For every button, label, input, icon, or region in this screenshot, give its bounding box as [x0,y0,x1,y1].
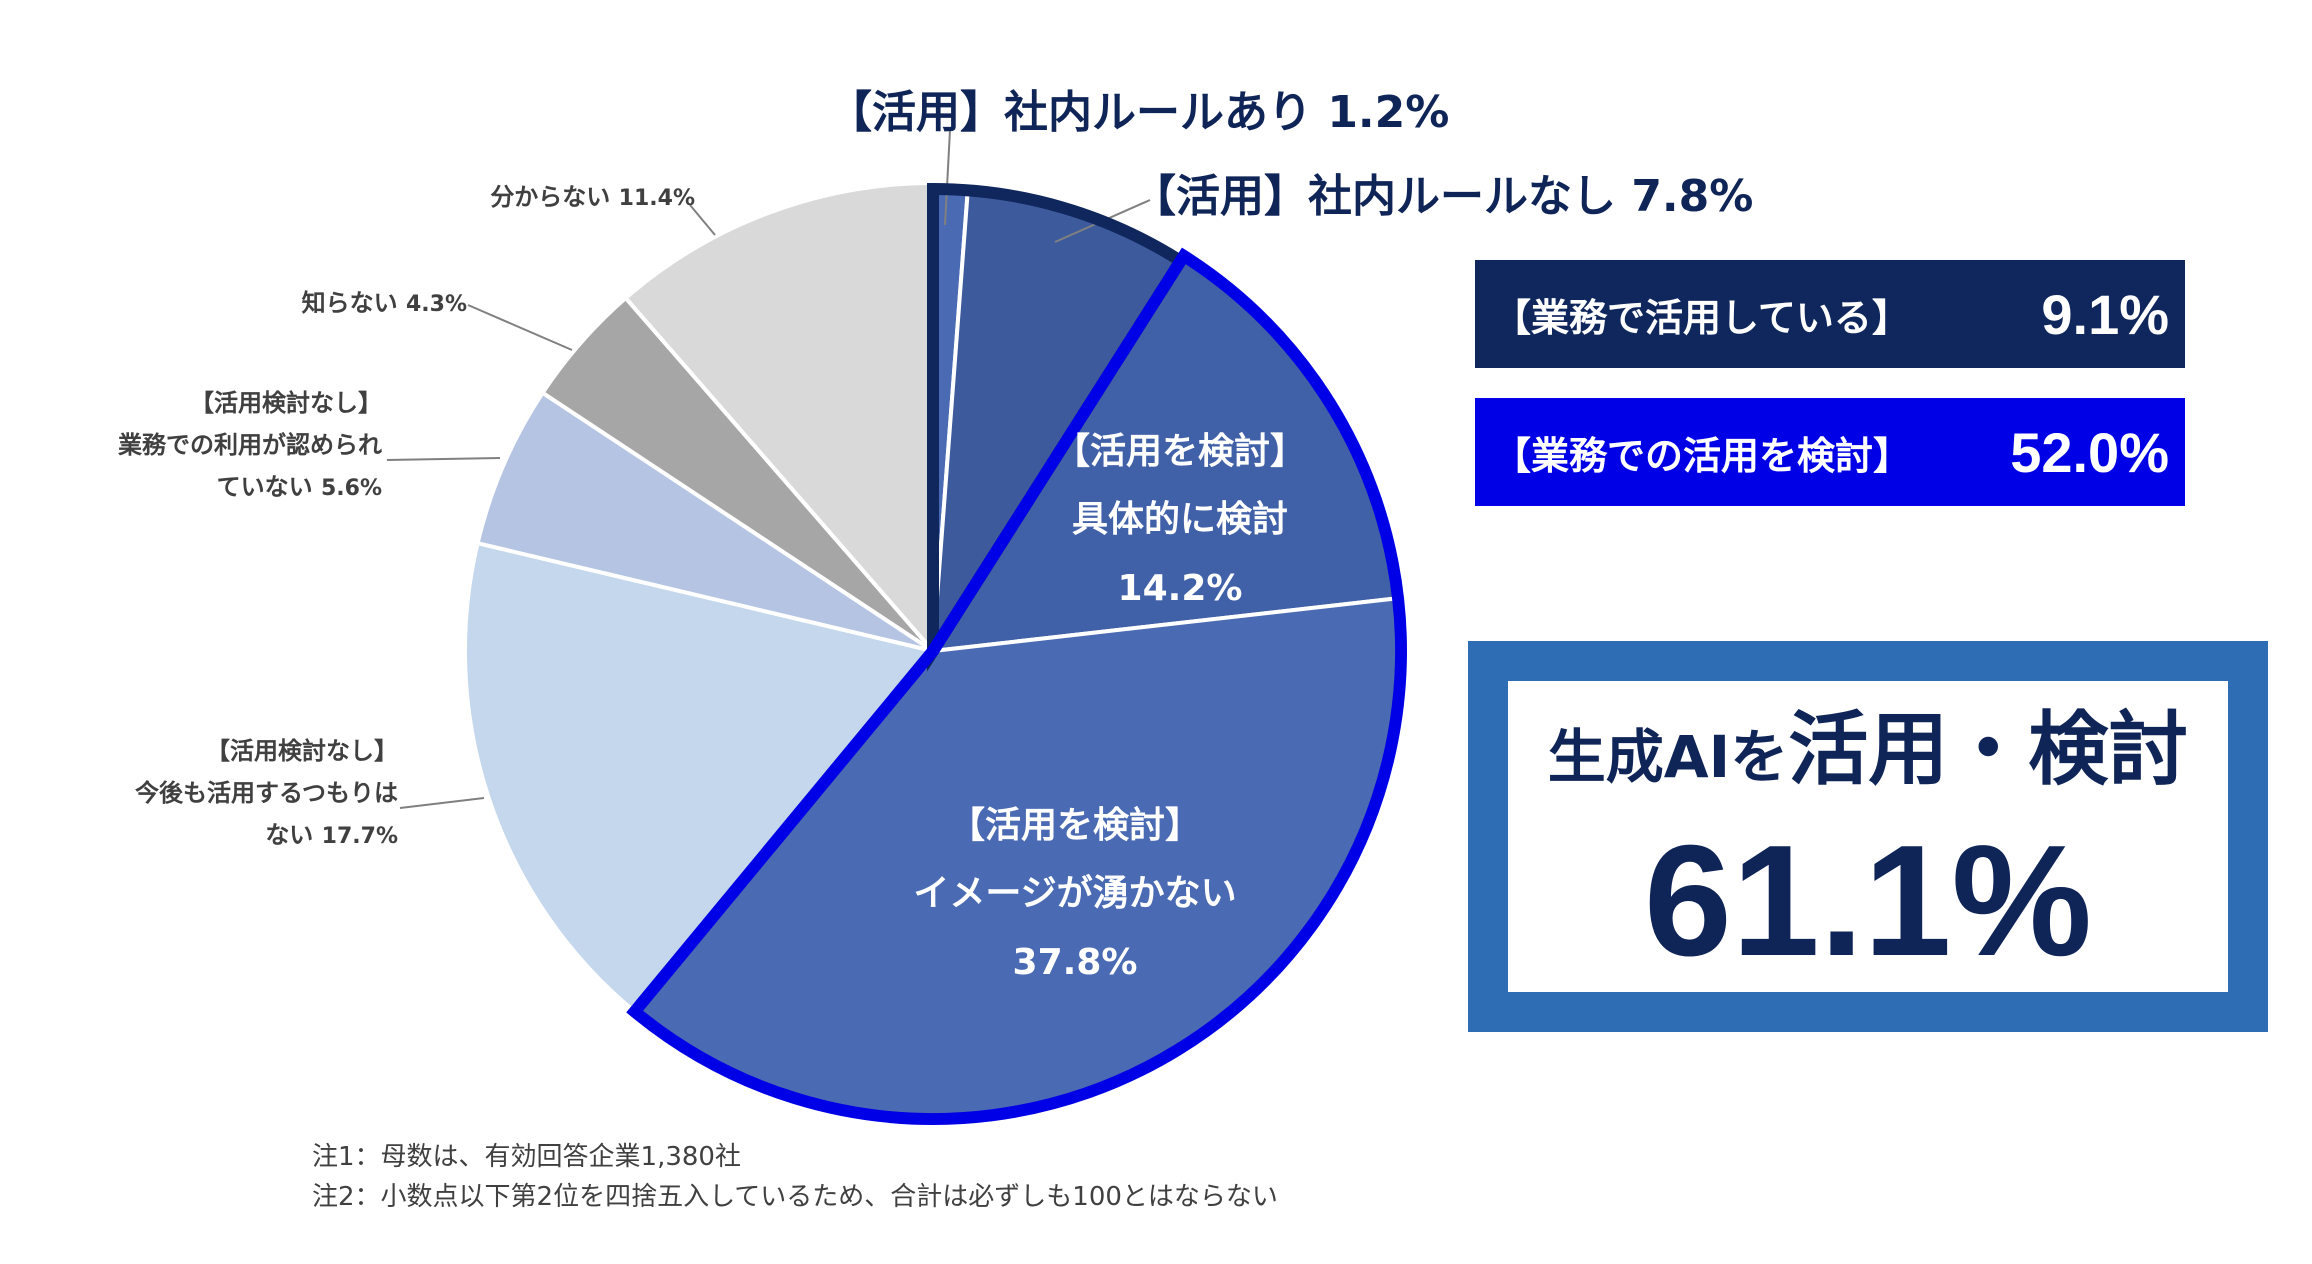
label-specific-line1: 【活用を検討】 [1053,431,1307,472]
label-rule-yes: 【活用】社内ルールあり 1.2% [828,87,1450,138]
leader-line-not-allowed [386,457,501,461]
label-not-allowed-line1: 【活用検討なし】 [190,389,382,417]
total-summary-value: 61.1% [1643,812,2092,989]
total-summary-title-prefix: 生成AIを [1547,722,1789,791]
using-summary-value: 9.1% [2041,282,2169,346]
considering-summary-box: 【業務での活用を検討】 52.0% [1475,398,2185,506]
label-not-allowed: 【活用検討なし】 業務での利用が認められ ていない 5.6% [118,382,382,509]
total-summary-box: 生成AIを活用・検討 61.1% [1468,641,2268,1032]
label-specific: 【活用を検討】 具体的に検討 14.2% [1054,418,1306,623]
label-not-allowed-line2: 業務での利用が認められ [118,431,382,459]
label-not-allowed-pct: 5.6% [320,476,382,501]
label-no-image-pct: 37.8% [1012,941,1138,983]
label-no-intent-line3: ない 17.7% [135,814,398,857]
note-1: 注1：母数は、有効回答企業1,380社 [312,1142,741,1172]
label-not-allowed-line3-text: ていない [216,473,321,501]
label-no-image: 【活用を検討】 イメージが湧かない 37.8% [913,792,1236,997]
considering-summary-label: 【業務での活用を検討】 [1493,433,1912,478]
note-2: 注2：小数点以下第2位を四捨五入しているため、合計は必ずしも100とはならない [312,1182,1278,1212]
total-summary-title-main: 活用・検討 [1788,702,2189,796]
label-unknown: 知らない 4.3% [302,282,467,325]
leader-line-unknown [467,304,573,351]
total-summary-title: 生成AIを活用・検討 [1548,685,2188,801]
label-unknown-text: 知らない [301,289,406,317]
label-dont-know: 分からない 11.4% [490,176,695,219]
label-not-allowed-line3: ていない 5.6% [118,466,382,509]
label-no-intent-line3-text: ない [265,821,322,849]
total-summary-inner: 生成AIを活用・検討 61.1% [1508,681,2228,992]
label-specific-pct: 14.2% [1117,567,1243,609]
label-dont-know-pct: 11.4% [618,186,695,211]
using-summary-box: 【業務で活用している】 9.1% [1475,260,2185,368]
using-summary-label: 【業務で活用している】 [1493,295,1910,340]
label-rule-no: 【活用】社内ルールなし 7.8% [1132,171,1754,222]
leader-line-rule-yes [944,129,951,226]
pie-slice-5 [463,540,937,1015]
label-specific-line2: 具体的に検討 [1071,499,1289,541]
leader-line-no-intent [399,797,485,809]
label-dont-know-text: 分からない [490,183,619,211]
label-no-intent: 【活用検討なし】 今後も活用するつもりは ない 17.7% [135,730,398,857]
group-outline-using [927,182,1189,672]
considering-summary-value: 52.0% [2010,420,2169,484]
label-unknown-pct: 4.3% [405,292,467,317]
label-no-intent-line1: 【活用検討なし】 [206,737,398,765]
pie-slice-8 [622,180,935,657]
pie-slice-6 [475,390,935,653]
label-no-intent-pct: 17.7% [321,824,398,849]
group-outline-considering [626,247,1407,1125]
leader-line-dont-know [689,204,716,236]
label-no-image-line2: イメージが湧かない [913,873,1237,915]
label-no-image-line1: 【活用を検討】 [948,805,1201,846]
label-no-intent-line2: 今後も活用するつもりは [134,779,398,807]
